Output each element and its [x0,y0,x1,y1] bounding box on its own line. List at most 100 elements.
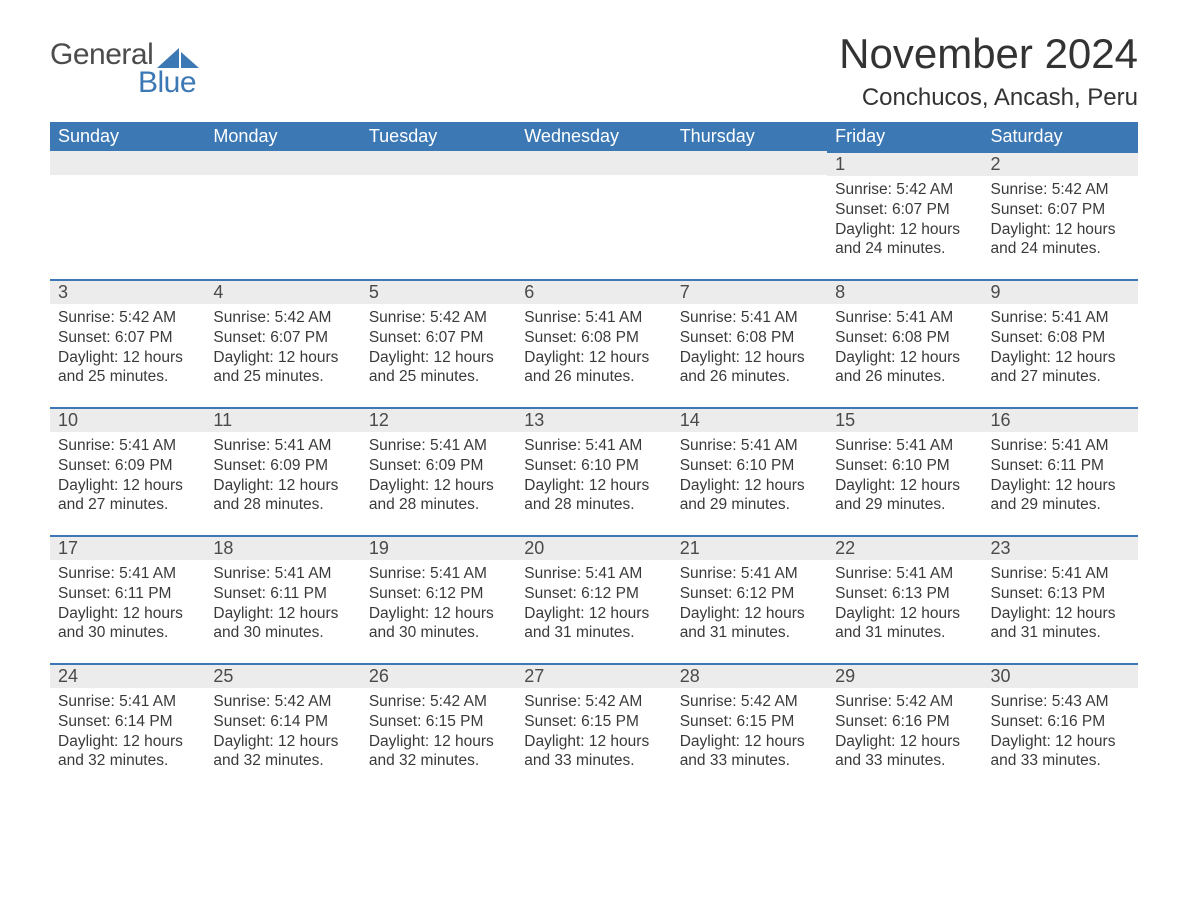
day-details: Sunrise: 5:41 AMSunset: 6:12 PMDaylight:… [516,560,671,643]
day-number: 12 [361,407,516,432]
sunset-text: Sunset: 6:14 PM [58,712,197,732]
calendar-cell: 8Sunrise: 5:41 AMSunset: 6:08 PMDaylight… [827,279,982,407]
calendar-cell: 19Sunrise: 5:41 AMSunset: 6:12 PMDayligh… [361,535,516,663]
day-number: 18 [205,535,360,560]
day-number: 1 [827,151,982,176]
day-number: 26 [361,663,516,688]
sunset-text: Sunset: 6:15 PM [524,712,663,732]
sunset-text: Sunset: 6:08 PM [680,328,819,348]
sunset-text: Sunset: 6:11 PM [991,456,1130,476]
calendar-cell: 9Sunrise: 5:41 AMSunset: 6:08 PMDaylight… [983,279,1138,407]
title-block: November 2024 Conchucos, Ancash, Peru [839,30,1138,112]
sunrise-text: Sunrise: 5:41 AM [835,308,974,328]
calendar-cell: 1Sunrise: 5:42 AMSunset: 6:07 PMDaylight… [827,151,982,279]
sunrise-text: Sunrise: 5:41 AM [991,308,1130,328]
sunset-text: Sunset: 6:08 PM [991,328,1130,348]
empty-cell [516,151,671,175]
daylight-text: Daylight: 12 hours and 32 minutes. [58,732,197,772]
col-tuesday: Tuesday [361,122,516,151]
sunrise-text: Sunrise: 5:43 AM [991,692,1130,712]
daylight-text: Daylight: 12 hours and 26 minutes. [524,348,663,388]
daylight-text: Daylight: 12 hours and 32 minutes. [213,732,352,772]
sunset-text: Sunset: 6:16 PM [835,712,974,732]
sunrise-text: Sunrise: 5:42 AM [369,308,508,328]
calendar-cell: 10Sunrise: 5:41 AMSunset: 6:09 PMDayligh… [50,407,205,535]
calendar-cell: 21Sunrise: 5:41 AMSunset: 6:12 PMDayligh… [672,535,827,663]
daylight-text: Daylight: 12 hours and 31 minutes. [835,604,974,644]
calendar-week: 1Sunrise: 5:42 AMSunset: 6:07 PMDaylight… [50,151,1138,279]
calendar-cell: 13Sunrise: 5:41 AMSunset: 6:10 PMDayligh… [516,407,671,535]
sunset-text: Sunset: 6:12 PM [680,584,819,604]
calendar-cell: 2Sunrise: 5:42 AMSunset: 6:07 PMDaylight… [983,151,1138,279]
sunset-text: Sunset: 6:07 PM [991,200,1130,220]
day-details: Sunrise: 5:42 AMSunset: 6:07 PMDaylight:… [983,176,1138,259]
sunrise-text: Sunrise: 5:41 AM [369,436,508,456]
day-number: 14 [672,407,827,432]
calendar-cell: 25Sunrise: 5:42 AMSunset: 6:14 PMDayligh… [205,663,360,791]
day-details: Sunrise: 5:41 AMSunset: 6:08 PMDaylight:… [672,304,827,387]
day-details: Sunrise: 5:42 AMSunset: 6:15 PMDaylight:… [361,688,516,771]
col-wednesday: Wednesday [516,122,671,151]
day-number: 13 [516,407,671,432]
calendar-week: 10Sunrise: 5:41 AMSunset: 6:09 PMDayligh… [50,407,1138,535]
day-details: Sunrise: 5:41 AMSunset: 6:14 PMDaylight:… [50,688,205,771]
day-number: 23 [983,535,1138,560]
calendar-cell: 4Sunrise: 5:42 AMSunset: 6:07 PMDaylight… [205,279,360,407]
day-number: 11 [205,407,360,432]
calendar-cell: 30Sunrise: 5:43 AMSunset: 6:16 PMDayligh… [983,663,1138,791]
daylight-text: Daylight: 12 hours and 26 minutes. [835,348,974,388]
sunrise-text: Sunrise: 5:41 AM [524,564,663,584]
sunset-text: Sunset: 6:15 PM [680,712,819,732]
sunrise-text: Sunrise: 5:41 AM [524,436,663,456]
calendar-cell: 11Sunrise: 5:41 AMSunset: 6:09 PMDayligh… [205,407,360,535]
calendar-cell: 27Sunrise: 5:42 AMSunset: 6:15 PMDayligh… [516,663,671,791]
day-number: 30 [983,663,1138,688]
day-details: Sunrise: 5:41 AMSunset: 6:10 PMDaylight:… [672,432,827,515]
calendar-cell: 28Sunrise: 5:42 AMSunset: 6:15 PMDayligh… [672,663,827,791]
calendar-cell: 23Sunrise: 5:41 AMSunset: 6:13 PMDayligh… [983,535,1138,663]
sunset-text: Sunset: 6:07 PM [835,200,974,220]
sunset-text: Sunset: 6:08 PM [835,328,974,348]
daylight-text: Daylight: 12 hours and 30 minutes. [213,604,352,644]
col-monday: Monday [205,122,360,151]
day-details: Sunrise: 5:41 AMSunset: 6:10 PMDaylight:… [516,432,671,515]
sunrise-text: Sunrise: 5:41 AM [680,308,819,328]
daylight-text: Daylight: 12 hours and 24 minutes. [835,220,974,260]
calendar-cell: 3Sunrise: 5:42 AMSunset: 6:07 PMDaylight… [50,279,205,407]
daylight-text: Daylight: 12 hours and 33 minutes. [835,732,974,772]
sunrise-text: Sunrise: 5:41 AM [991,564,1130,584]
daylight-text: Daylight: 12 hours and 26 minutes. [680,348,819,388]
sunrise-text: Sunrise: 5:42 AM [213,692,352,712]
day-details: Sunrise: 5:42 AMSunset: 6:14 PMDaylight:… [205,688,360,771]
sunrise-text: Sunrise: 5:41 AM [58,564,197,584]
sunset-text: Sunset: 6:13 PM [835,584,974,604]
sunset-text: Sunset: 6:11 PM [58,584,197,604]
calendar-cell: 24Sunrise: 5:41 AMSunset: 6:14 PMDayligh… [50,663,205,791]
empty-cell [672,151,827,175]
day-details: Sunrise: 5:42 AMSunset: 6:15 PMDaylight:… [516,688,671,771]
sunrise-text: Sunrise: 5:41 AM [58,692,197,712]
daylight-text: Daylight: 12 hours and 30 minutes. [58,604,197,644]
daylight-text: Daylight: 12 hours and 25 minutes. [58,348,197,388]
day-number: 15 [827,407,982,432]
daylight-text: Daylight: 12 hours and 30 minutes. [369,604,508,644]
calendar-cell: 26Sunrise: 5:42 AMSunset: 6:15 PMDayligh… [361,663,516,791]
brand-logo: General Blue [50,30,199,100]
sunrise-text: Sunrise: 5:42 AM [58,308,197,328]
day-number: 29 [827,663,982,688]
sunrise-text: Sunrise: 5:41 AM [835,564,974,584]
day-details: Sunrise: 5:41 AMSunset: 6:08 PMDaylight:… [827,304,982,387]
col-sunday: Sunday [50,122,205,151]
calendar-cell [50,151,205,279]
col-saturday: Saturday [983,122,1138,151]
day-number: 22 [827,535,982,560]
sunset-text: Sunset: 6:10 PM [680,456,819,476]
daylight-text: Daylight: 12 hours and 31 minutes. [680,604,819,644]
sunrise-text: Sunrise: 5:41 AM [58,436,197,456]
calendar-cell: 22Sunrise: 5:41 AMSunset: 6:13 PMDayligh… [827,535,982,663]
day-number: 17 [50,535,205,560]
day-details: Sunrise: 5:43 AMSunset: 6:16 PMDaylight:… [983,688,1138,771]
calendar-week: 24Sunrise: 5:41 AMSunset: 6:14 PMDayligh… [50,663,1138,791]
day-details: Sunrise: 5:41 AMSunset: 6:09 PMDaylight:… [50,432,205,515]
day-details: Sunrise: 5:41 AMSunset: 6:13 PMDaylight:… [827,560,982,643]
